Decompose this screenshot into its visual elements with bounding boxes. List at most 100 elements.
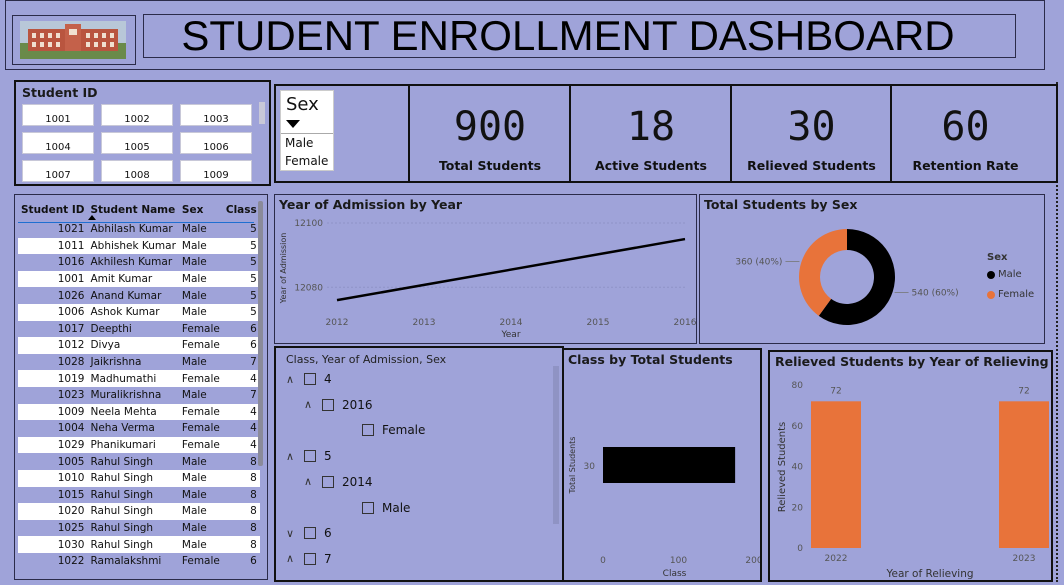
slicer-scrollbar[interactable]	[259, 102, 265, 124]
sex-slicer[interactable]: Sex Male Female	[280, 90, 334, 171]
tree-item[interactable]: ∧ 5	[286, 449, 332, 463]
checkbox[interactable]	[322, 475, 334, 488]
sex-option-female[interactable]: Female	[285, 154, 329, 168]
student-table-grid: Student ID Student Name Sex Class 1021 Ab…	[18, 199, 260, 569]
legend-item-male[interactable]: Male	[987, 269, 1022, 280]
x-tick-label: 100	[670, 556, 687, 566]
tree-item[interactable]: Female	[322, 423, 425, 437]
donut-chart-panel: Total Students by Sex 540 (60%) 360 (40%)…	[699, 194, 1045, 344]
column-header[interactable]: Sex	[181, 204, 204, 216]
x-tick-label: 2015	[587, 318, 610, 328]
chevron-up-icon[interactable]: ∧	[286, 449, 295, 463]
checkbox[interactable]	[362, 424, 374, 437]
table-row[interactable]: 1030 Rahul Singh Male 8	[18, 536, 260, 553]
table-scrollbar[interactable]	[258, 201, 263, 466]
student-id-button[interactable]: 1001	[22, 104, 94, 126]
cell-student-id: 1006	[57, 306, 85, 319]
chevron-up-icon[interactable]: ∧	[286, 552, 295, 566]
student-id-button[interactable]: 1005	[101, 132, 173, 154]
tree-scrollbar[interactable]	[553, 366, 559, 524]
table-row[interactable]: 1004 Neha Verma Female 4	[18, 420, 260, 437]
kpi-value: 60	[941, 104, 990, 150]
x-tick-label: 2013	[413, 318, 436, 328]
cell-sex: Male	[181, 455, 207, 468]
chevron-up-icon[interactable]: ∧	[304, 475, 313, 489]
table-row[interactable]: 1026 Anand Kumar Male 5	[18, 287, 260, 304]
table-row[interactable]: 1005 Rahul Singh Male 8	[18, 453, 260, 470]
cell-student-id: 1012	[57, 339, 85, 352]
table-row[interactable]: 1022 Ramalakshmi Female 6	[18, 553, 260, 570]
cell-student-name: Rahul Singh	[90, 538, 154, 551]
student-id-button[interactable]: 1009	[180, 160, 252, 182]
donut-slice-female	[799, 229, 847, 316]
legend-label: Female	[998, 289, 1035, 300]
table-row[interactable]: 1019 Madhumathi Female 4	[18, 370, 260, 387]
table-row[interactable]: 1010 Rahul Singh Male 8	[18, 469, 260, 487]
legend-label: Male	[998, 269, 1022, 280]
cell-sex: Male	[181, 538, 207, 551]
cell-class: 5	[250, 273, 257, 286]
column-header[interactable]: Student ID	[21, 204, 85, 216]
student-id-button[interactable]: 1006	[180, 132, 252, 154]
chevron-down-icon[interactable]: ∨	[286, 526, 295, 540]
column-header[interactable]: Student Name	[90, 204, 176, 216]
cell-student-name: Rahul Singh	[90, 455, 154, 468]
table-row[interactable]: 1016 Akhilesh Kumar Male 5	[18, 254, 260, 271]
checkbox[interactable]	[304, 450, 316, 463]
chevron-up-icon[interactable]: ∧	[304, 398, 313, 412]
table-row[interactable]: 1020 Rahul Singh Male 8	[18, 503, 260, 520]
table-row[interactable]: 1015 Rahul Singh Male 8	[18, 487, 260, 504]
chevron-down-icon[interactable]	[286, 120, 300, 128]
student-id-button[interactable]: 1008	[101, 160, 173, 182]
line-chart-panel: Year of Admission by Year 12100 12080 2012…	[274, 194, 697, 344]
table-row[interactable]: 1012 Divya Female 6	[18, 337, 260, 354]
tree-item[interactable]: ∧ 2014	[304, 475, 373, 489]
cell-student-name: Abhilash Kumar	[90, 223, 173, 236]
tree-item[interactable]: Male	[322, 501, 410, 515]
cell-student-id: 1020	[57, 505, 85, 518]
checkbox[interactable]	[304, 552, 316, 565]
chevron-up-icon[interactable]: ∧	[286, 372, 295, 386]
sex-option-male[interactable]: Male	[285, 136, 314, 150]
checkbox[interactable]	[322, 398, 334, 411]
checkbox[interactable]	[362, 501, 374, 514]
cell-sex: Male	[181, 389, 207, 402]
checkbox[interactable]	[304, 373, 316, 385]
tree-item[interactable]: ∧ 2016	[304, 398, 373, 412]
table-row[interactable]: 1028 Jaikrishna Male 7	[18, 354, 260, 371]
tree-item-label: Female	[382, 423, 426, 438]
table-row[interactable]: 1025 Rahul Singh Male 8	[18, 520, 260, 537]
cell-class: 5	[250, 306, 257, 319]
tree-item[interactable]: ∨ 6	[286, 526, 332, 540]
x-tick-label: 2023	[1013, 554, 1036, 564]
table-row[interactable]: 1029 Phanikumari Female 4	[18, 436, 260, 454]
tree-item-label: 2014	[342, 474, 373, 489]
table-row[interactable]: 1023 Muralikrishna Male 7	[18, 387, 260, 404]
table-row[interactable]: 1006 Ashok Kumar Male 5	[18, 303, 260, 321]
cell-sex: Male	[181, 256, 207, 269]
student-id-button[interactable]: 1003	[180, 104, 252, 126]
tree-item[interactable]: ∧ 7	[286, 552, 332, 566]
student-id-button[interactable]: 1007	[22, 160, 94, 182]
student-id-button[interactable]: 1004	[22, 132, 94, 154]
cell-sex: Male	[181, 289, 207, 302]
legend-item-female[interactable]: Female	[987, 289, 1034, 300]
table-row[interactable]: 1021 Abhilash Kumar Male 5	[18, 221, 260, 238]
cell-class: 5	[250, 239, 257, 252]
table-row[interactable]: 1011 Abhishek Kumar Male 5	[18, 237, 260, 255]
cell-class: 8	[250, 455, 257, 468]
y-tick-label: 12080	[294, 283, 323, 293]
cell-sex: Male	[181, 472, 207, 485]
column-header[interactable]: Class	[225, 204, 257, 216]
tree-item[interactable]: ∧ 4	[286, 372, 332, 386]
table-row[interactable]: 1009 Neela Mehta Female 4	[18, 403, 260, 421]
cell-student-id: 1023	[57, 389, 85, 402]
student-id-button[interactable]: 1002	[101, 104, 173, 126]
table-row[interactable]: 1017 Deepthi Female 6	[18, 321, 260, 338]
cell-student-id: 1021	[57, 223, 85, 236]
checkbox[interactable]	[304, 527, 316, 540]
tree-item-label: 4	[324, 372, 332, 386]
table-row[interactable]: 1001 Amit Kumar Male 5	[18, 270, 260, 288]
y-axis-label: Year of Admission	[279, 233, 288, 305]
kpi-label: Active Students	[595, 158, 707, 173]
